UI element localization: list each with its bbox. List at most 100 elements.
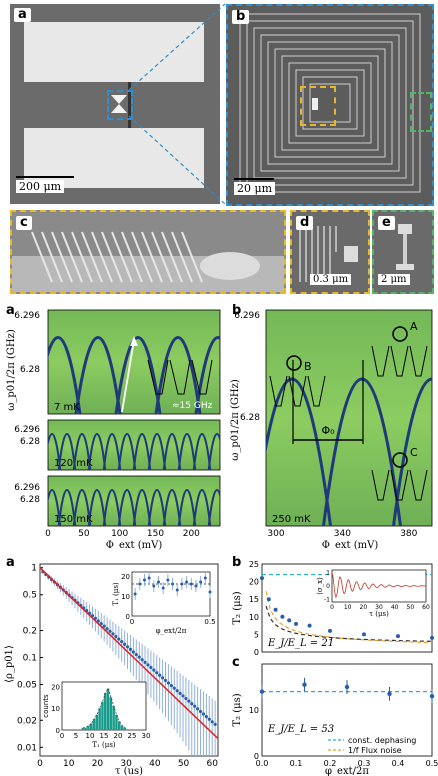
wire [71, 231, 93, 283]
inset-ramsey-xtick: 50 [407, 604, 415, 611]
potential-wells-inset [147, 359, 213, 395]
xtick-2a: 50 [78, 529, 90, 539]
fig3c-ylabel: T₂ (μs) [232, 693, 243, 726]
inset-hist-xtick: 10 [86, 732, 95, 740]
ytick-3b: 0 [254, 648, 259, 657]
fig2b-xlabel: Φ_ext (mV) [322, 540, 379, 550]
legend-3c: const. dephasing 1/f Flux noise [328, 736, 416, 755]
junction-detail [396, 224, 414, 270]
sem-panel-a: a 200 μm [10, 4, 220, 204]
ytick-bot-628: 6.28 [20, 495, 40, 505]
inset-t1-point [166, 578, 170, 582]
xtick-3c: 0.0 [256, 759, 269, 768]
spectral-arc [72, 433, 92, 470]
sem-panel-d: d 0.3 μm [290, 210, 370, 294]
wells-C [371, 469, 428, 501]
fig2-label-a: a [6, 303, 15, 318]
ytick-3a: 0.2 [23, 626, 37, 636]
fig3-label-c: c [232, 655, 240, 670]
spectral-arc [117, 433, 137, 470]
zoom-connectors [128, 3, 226, 205]
ytick-3b: 25 [249, 560, 259, 569]
sem-panel-c: c [10, 210, 286, 294]
ytick-3b: 15 [249, 595, 259, 604]
data-point [96, 619, 100, 623]
hist-bar [112, 706, 115, 730]
wire [131, 231, 153, 283]
inset-t1-point [133, 592, 137, 596]
data-point-3b [307, 623, 312, 628]
scalebar-text-b: 20 μm [234, 182, 276, 195]
data-point-3b [266, 597, 271, 602]
temp-250mK: 250 mK [272, 514, 311, 525]
label-b: b [232, 10, 250, 24]
inset-ramsey-ytick: 1 [326, 570, 330, 577]
hist-bar [87, 725, 90, 730]
spectral-arc [162, 489, 182, 526]
inset-hist-ytick: 0 [56, 727, 60, 735]
spectral-arc [162, 433, 182, 470]
ytick-top-628: 6.28 [20, 365, 40, 375]
xtick-3c: 0.2 [324, 759, 337, 768]
wire [161, 231, 183, 283]
data-point-3b [362, 632, 366, 637]
scalebar-b [234, 178, 274, 180]
temp-7mK: 7 mK [54, 402, 80, 413]
sem-panel-b: b 20 μm [226, 4, 434, 206]
spiral-turn [260, 34, 400, 172]
inset-t1-xtick: 0 [130, 618, 134, 626]
fig3-label-a: a [6, 555, 15, 570]
heatmap-250mK [265, 309, 433, 527]
spiral-inductor [239, 13, 421, 193]
data-point [178, 691, 182, 695]
highlight-box-blue [107, 90, 133, 120]
wire-bundle [299, 226, 358, 282]
label-d: d [296, 216, 314, 230]
spiral-turn [246, 20, 414, 186]
wells-B [269, 375, 326, 407]
inset-ramsey-ytick: 0 [326, 583, 330, 590]
data-point [210, 720, 214, 724]
data-point [213, 722, 217, 726]
bowtie-icon [111, 95, 127, 113]
spectral-arc [392, 377, 432, 526]
inset-t1-point [161, 586, 165, 590]
spectral-arc [177, 489, 197, 526]
spectral-arc [48, 433, 62, 470]
spiral-turn [239, 13, 421, 193]
spectral-arc [177, 433, 197, 470]
capacitor-pad-top [24, 22, 204, 82]
wire [101, 231, 123, 283]
hist-bar [104, 692, 107, 730]
hist-fit [83, 687, 126, 729]
data-point [190, 702, 194, 706]
data-point [105, 627, 109, 631]
ytick-2b-6296: 6.296 [234, 311, 260, 321]
ytick-mid-6296: 6.296 [14, 425, 40, 435]
data-point-3c [429, 694, 435, 699]
data-point [117, 637, 121, 641]
spectral-arc [102, 489, 122, 526]
ytick-bot-6296: 6.296 [14, 483, 40, 493]
ytick-3a: 0.01 [17, 743, 37, 753]
inset-ramsey-xtick: 0 [330, 604, 334, 611]
inset-t1-point [208, 590, 212, 594]
figure2: a b 7 mK ≈15 GHz 6.296 6.28 120 mK 6.296… [6, 303, 433, 550]
inset-t1-frame [131, 571, 211, 617]
inset-t1-point [185, 580, 189, 584]
hist-bar [118, 721, 121, 730]
xtick-3c: 0.4 [392, 759, 405, 768]
label-c: c [16, 216, 32, 230]
inset-t1-point [152, 584, 156, 588]
data-point [175, 689, 179, 693]
data-point-3b [280, 614, 285, 619]
inset-ramsey-xtick: 60 [422, 604, 430, 611]
inset-ramsey-xtick: 20 [360, 604, 368, 611]
xtick-3c: 0.5 [426, 759, 438, 768]
spiral-turn [302, 76, 358, 130]
marker-A [392, 326, 408, 342]
spectral-arc [114, 336, 162, 414]
xtick-3a: 30 [120, 759, 132, 769]
ytick-top-6296: 6.296 [14, 311, 40, 321]
ytick-3a: 1 [31, 564, 37, 574]
